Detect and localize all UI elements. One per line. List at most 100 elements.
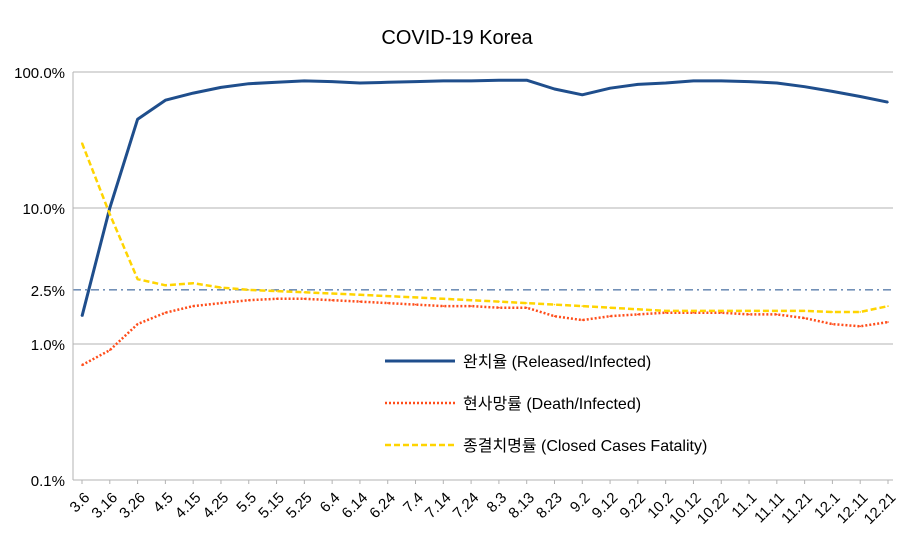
y-tick-label: 2.5% [31,283,65,300]
data-point [803,317,806,319]
data-point [609,315,611,318]
data-point [136,278,139,280]
chart-title: COVID-19 Korea [381,27,533,49]
data-point [192,282,194,284]
data-point [664,82,667,84]
x-tick-label: 3.26 [116,489,149,522]
data-point [275,297,278,300]
data-point [81,364,83,366]
data-point [414,303,417,306]
data-point [553,315,556,318]
data-point [442,305,445,307]
x-tick-label: 8.23 [533,489,566,522]
data-point [498,300,500,303]
data-point [553,303,556,306]
data-point [887,321,889,323]
legend-label-2: 현사망률 (Death/Infected) [463,395,641,413]
data-point [220,302,222,304]
data-point [331,299,333,301]
data-point [859,95,862,98]
data-point [247,299,250,301]
x-tick-label: 11.21 [778,489,816,527]
x-tick-labels: 3.63.163.26 4.54.154.25 5.55.155.25 6.46.14… [67,489,900,528]
data-point [220,86,222,89]
data-point [748,310,750,312]
data-point [275,290,278,292]
data-point [581,305,584,307]
x-tick-label: 9.22 [617,489,650,522]
axes [72,72,893,484]
data-point [887,305,889,307]
data-point [442,80,445,82]
data-point [81,315,83,318]
data-point [108,207,111,209]
data-point [470,299,472,301]
data-point [359,82,361,84]
x-tick-label: 9.12 [589,489,622,522]
data-point [692,311,695,314]
data-point [776,313,778,316]
data-point [331,80,333,83]
gridlines [73,71,893,481]
x-tick-label: 12.21 [861,489,900,528]
data-point [720,310,723,312]
data-point [164,311,167,314]
data-point [748,80,750,83]
data-point [303,291,306,294]
data-point [692,80,695,82]
x-tick-label: 6.24 [366,489,399,522]
data-point [637,313,639,316]
data-point [81,142,83,144]
data-point [247,82,250,85]
data-point [525,302,528,304]
data-point [831,90,834,93]
y-tick-label: 10.0% [22,201,65,218]
data-point [247,289,250,291]
x-tick-label: 5.15 [255,489,288,522]
data-point [637,308,639,311]
y-tick-label: 0.1% [31,473,65,490]
legend-label-3: 종결치명률 (Closed Cases Fatality) [463,437,707,455]
data-point [664,311,667,314]
data-point [275,81,278,84]
data-point [192,92,194,94]
data-point [553,88,556,90]
data-point [414,80,417,83]
data-point [720,311,723,314]
data-point [303,297,306,300]
data-point [220,286,222,289]
x-tick-label: 3.16 [88,489,121,522]
data-point [692,310,695,312]
data-point [359,294,361,296]
data-point [136,323,139,325]
data-point [470,80,472,82]
data-point [525,306,528,309]
data-point [859,325,862,328]
x-tick-label: 7.24 [450,489,483,522]
data-point [498,306,500,309]
x-tick-label: 7.14 [422,489,455,522]
series-line-2 [81,297,889,367]
data-point [831,323,834,325]
x-tick-label: 8.13 [505,489,538,522]
data-point [498,79,500,82]
data-point [637,83,639,86]
data-point [525,79,528,82]
y-tick-label: 1.0% [31,337,65,354]
series-line-1 [80,78,889,317]
data-point [470,305,472,307]
data-point [386,302,389,304]
data-point [581,319,584,321]
data-point [803,85,806,88]
data-point [386,81,389,84]
data-point [859,311,862,313]
data-point [136,118,139,120]
x-tick-label: 4.25 [200,489,233,522]
data-point [331,292,333,295]
data-point [748,313,750,316]
data-point [581,93,584,96]
x-tick-label: 10.22 [694,489,733,528]
data-point [776,82,778,84]
